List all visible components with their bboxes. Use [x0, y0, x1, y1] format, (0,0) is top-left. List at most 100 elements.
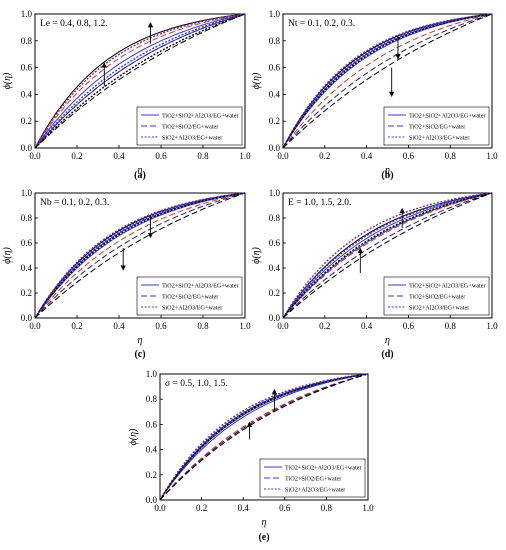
series-curve — [34, 192, 246, 319]
legend-entry: SiO2+Al2O3/EG+water — [162, 304, 222, 311]
x-tick-label: 0.2 — [319, 321, 330, 331]
series-curve — [159, 373, 369, 501]
y-tick-label: 0.6 — [21, 238, 33, 248]
y-tick-label: 1.0 — [21, 9, 33, 19]
x-tick-label: 0.6 — [403, 151, 415, 161]
y-tick-label: 1.0 — [269, 188, 281, 198]
legend-entry: TiO2+SiO2/EG+water — [285, 475, 341, 482]
x-axis-label: η — [138, 165, 143, 176]
legend-entry: SiO2+Al2O3/EG+water — [285, 486, 345, 493]
x-tick-label: 0.6 — [403, 321, 415, 331]
y-tick-label: 0.2 — [269, 116, 280, 126]
legend-entry: TiO2+SiO2+Al2O3/EG+water — [162, 282, 239, 289]
x-tick-label: 0.0 — [277, 321, 289, 331]
plot-frame — [159, 373, 369, 501]
parameter-annotation: Nt = 0.1, 0.2, 0.3. — [288, 19, 355, 29]
y-tick-label: 0.8 — [21, 36, 33, 46]
series-curve — [282, 13, 493, 149]
series-curve — [282, 192, 493, 319]
x-tick-label: 0.0 — [29, 321, 41, 331]
x-tick-label: 0.2 — [319, 151, 330, 161]
y-tick-label: 1.0 — [146, 369, 158, 379]
y-tick-label: 0.4 — [269, 89, 281, 99]
x-tick-label: 0.0 — [277, 151, 289, 161]
x-tick-label: 0.6 — [279, 503, 291, 513]
legend-entry: TiO2+SiO2+Al2O3/EG+water — [409, 282, 486, 289]
x-tick-label: 0.4 — [361, 151, 373, 161]
x-tick-label: 0.8 — [445, 321, 457, 331]
x-axis-label: η — [138, 335, 143, 346]
plot-frame — [282, 13, 493, 149]
x-tick-label: 0.4 — [113, 151, 125, 161]
x-tick-label: 0.4 — [238, 503, 250, 513]
y-tick-label: 0.4 — [269, 263, 281, 273]
panel-label: (d) — [381, 349, 393, 360]
y-axis-label: ϕ(η) — [2, 72, 13, 89]
series-curve — [282, 13, 493, 149]
y-tick-label: 0.0 — [269, 313, 281, 323]
series-curve — [159, 373, 369, 501]
y-tick-label: 0.2 — [146, 470, 157, 480]
y-tick-label: 0.8 — [21, 213, 33, 223]
series-curve — [34, 13, 246, 149]
series-curve — [34, 13, 246, 149]
y-tick-label: 0.4 — [21, 89, 33, 99]
series-curve — [159, 373, 369, 501]
panel-label: (c) — [134, 349, 145, 360]
x-axis-label: η — [385, 165, 390, 176]
legend-entry: TiO2+SiO2+Al2O3/EG+water — [409, 112, 486, 119]
plot-frame — [282, 192, 493, 319]
y-tick-label: 0.0 — [21, 143, 33, 153]
y-tick-label: 0.6 — [146, 419, 158, 429]
y-tick-label: 0.0 — [146, 495, 158, 505]
x-tick-label: 1.0 — [486, 151, 498, 161]
series-curve — [282, 192, 493, 319]
series-curve — [34, 13, 246, 149]
series-curve — [282, 192, 493, 319]
series-curve — [159, 373, 369, 501]
series-curve — [34, 13, 246, 149]
series-curve — [34, 192, 246, 319]
series-curve — [34, 192, 246, 319]
x-tick-label: 1.0 — [239, 321, 251, 331]
legend-entry: TiO2+SiO2+Al2O3/EG+water — [285, 464, 362, 471]
legend-entry: SiO2+Al2O3/EG+water — [409, 304, 469, 311]
x-tick-label: 0.8 — [197, 151, 209, 161]
x-axis-label: η — [385, 335, 390, 346]
x-tick-label: 0.8 — [197, 321, 209, 331]
x-tick-label: 0.0 — [154, 503, 166, 513]
x-tick-label: 0.0 — [29, 151, 41, 161]
series-curve — [282, 13, 493, 149]
x-tick-label: 0.8 — [445, 151, 457, 161]
legend-entry: TiO2+SiO2/EG+water — [162, 123, 218, 130]
x-tick-label: 1.0 — [239, 151, 251, 161]
plot-frame — [34, 13, 246, 149]
y-tick-label: 1.0 — [21, 188, 33, 198]
series-curve — [282, 13, 493, 149]
y-tick-label: 0.8 — [269, 36, 281, 46]
y-tick-label: 0.2 — [269, 288, 280, 298]
x-tick-label: 0.6 — [155, 151, 167, 161]
series-curve — [34, 13, 246, 149]
y-tick-label: 0.6 — [269, 63, 281, 73]
legend-entry: TiO2+SiO2/EG+water — [162, 293, 218, 300]
series-curve — [159, 373, 369, 501]
legend-entry: SiO2+Al2O3/EG+water — [409, 134, 469, 141]
series-curve — [34, 192, 246, 319]
series-curve — [282, 13, 493, 149]
parameter-annotation: σ = 0.5, 1.0, 1.5. — [165, 379, 228, 389]
y-tick-label: 0.0 — [269, 143, 281, 153]
x-tick-label: 0.6 — [155, 321, 167, 331]
chart-panel: 0.0 0.2 0.4 0.6 0.8 1.0 0.0 0.2 0.4 0.6 0.8 1.0 η ϕ(η… — [2, 188, 251, 360]
x-tick-label: 0.2 — [196, 503, 207, 513]
y-tick-label: 0.2 — [21, 288, 32, 298]
y-tick-label: 0.2 — [21, 116, 32, 126]
x-axis-label: η — [262, 517, 267, 528]
x-tick-label: 0.2 — [71, 151, 82, 161]
parameter-annotation: Le = 0.4, 0.8, 1.2. — [40, 19, 108, 29]
series-curve — [282, 192, 493, 319]
series-curve — [282, 192, 493, 319]
y-axis-label: ϕ(η) — [128, 428, 139, 445]
x-tick-label: 1.0 — [362, 503, 374, 513]
